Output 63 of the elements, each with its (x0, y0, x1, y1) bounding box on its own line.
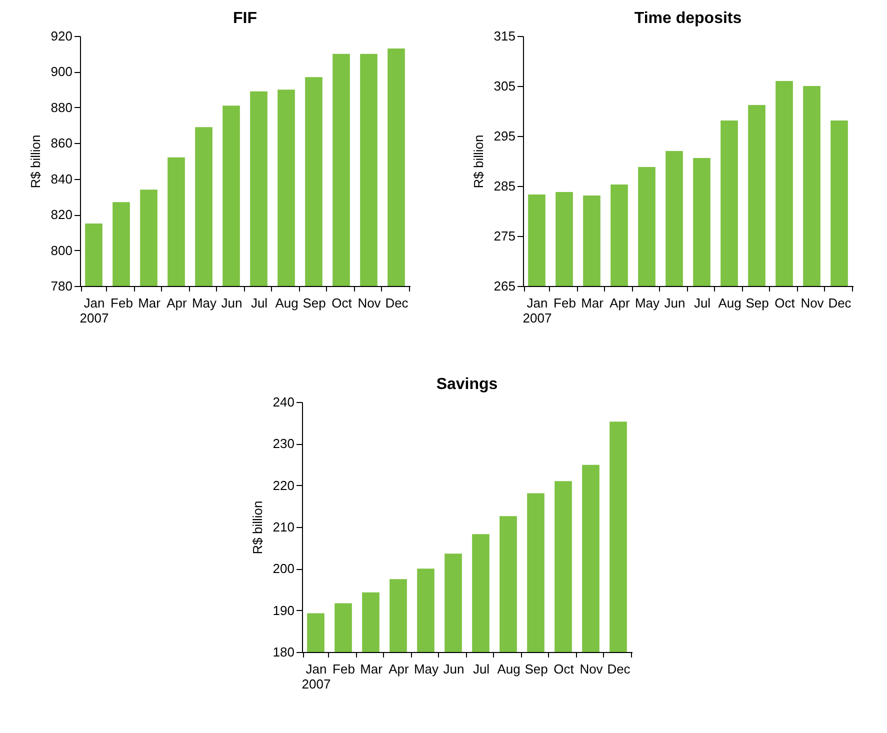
x-tick-label: Sep (746, 296, 770, 310)
x-tick-label: Nov (800, 296, 825, 310)
y-axis-title: R$ billion (249, 500, 264, 554)
y-tick-label: 880 (50, 100, 72, 115)
y-tick-label: 285 (494, 178, 516, 194)
x-tick-label: Dec (384, 296, 409, 310)
y-tick-label: 820 (50, 207, 72, 222)
chart-title: FIF (232, 10, 257, 27)
x-tick-label: Jan 2007 (301, 662, 330, 692)
x-tick-label: Aug (496, 662, 520, 676)
x-tick-label: Dec (828, 296, 852, 310)
x-tick-label: Feb (332, 662, 354, 676)
x-tick-label: Mar (581, 296, 604, 310)
y-tick-label: 230 (272, 436, 294, 452)
y-axis-title: R$ billion (28, 134, 43, 188)
x-tick-label: Jul (472, 662, 490, 676)
y-tick-label: 315 (494, 28, 516, 44)
x-tick-label: May (192, 296, 217, 310)
x-tick-label: Jan 2007 (523, 296, 552, 326)
x-tick-label: Jun (442, 662, 464, 676)
x-tick-label: Nov (579, 662, 603, 676)
y-tick-label: 265 (494, 278, 516, 294)
x-tick-label: Oct (774, 296, 796, 310)
y-tick-label: 840 (50, 171, 72, 186)
y-tick-label: 780 (50, 278, 72, 294)
x-tick-label: Aug (718, 296, 742, 310)
y-tick-label: 860 (50, 136, 72, 151)
y-tick-label: 210 (272, 520, 294, 534)
x-tick-label: Feb (554, 296, 576, 310)
x-tick-label: Mar (360, 662, 383, 676)
x-tick-label: Jun (221, 296, 242, 310)
x-tick-label: Mar (138, 296, 161, 310)
y-axis-title: R$ billion (471, 134, 486, 188)
x-tick-label: Apr (610, 296, 631, 310)
y-tick-label: 295 (494, 128, 516, 144)
y-tick-label: 920 (50, 28, 72, 44)
x-tick-label: Jul (250, 296, 268, 310)
x-tick-label: Apr (388, 662, 410, 676)
y-tick-label: 190 (272, 602, 294, 618)
x-tick-label: Sep (302, 296, 326, 310)
x-tick-label: Aug (274, 296, 298, 310)
x-tick-label: May (413, 662, 439, 676)
x-tick-label: Jul (694, 296, 711, 310)
y-tick-label: 240 (272, 394, 294, 410)
x-tick-label: Feb (110, 296, 133, 310)
y-tick-label: 200 (272, 561, 294, 576)
x-tick-label: Sep (524, 662, 548, 676)
chart-title: Savings (436, 376, 498, 393)
chart-title: Time deposits (634, 10, 742, 27)
y-tick-label: 305 (494, 78, 516, 94)
x-tick-label: Oct (331, 296, 352, 310)
y-tick-label: 900 (50, 64, 72, 80)
y-tick-label: 275 (494, 228, 516, 244)
x-tick-label: Dec (606, 662, 630, 676)
x-tick-label: May (635, 296, 660, 310)
y-tick-label: 220 (272, 478, 294, 493)
x-tick-label: Apr (166, 296, 188, 310)
x-tick-label: Oct (553, 662, 574, 676)
x-tick-label: Nov (357, 296, 382, 310)
x-tick-label: Jan 2007 (80, 296, 108, 326)
y-tick-label: 180 (272, 644, 294, 660)
x-tick-label: Jun (664, 296, 686, 310)
y-tick-label: 800 (50, 242, 72, 258)
